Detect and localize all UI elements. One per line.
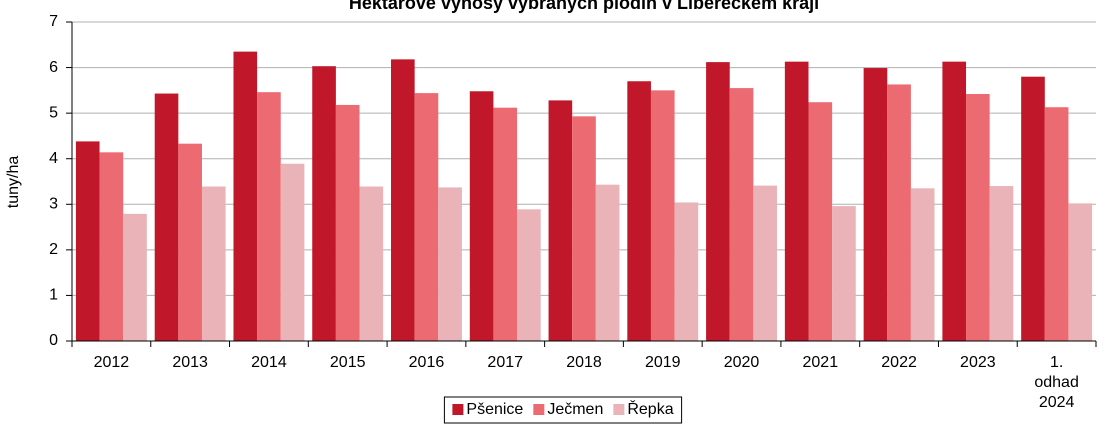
bar [75, 141, 100, 341]
y-tick-label: 7 [49, 13, 58, 30]
chart-title: Hektarové výnosy vybraných plodin v Libe… [349, 0, 819, 13]
bar [627, 81, 651, 341]
bar [469, 91, 494, 341]
bar [414, 93, 439, 341]
y-tick-label: 2 [49, 241, 58, 258]
x-tick-label: 2015 [330, 354, 366, 371]
bar [863, 68, 888, 341]
bar [257, 92, 281, 342]
y-tick-label: 4 [49, 150, 58, 167]
bar [942, 61, 967, 341]
y-axis-label: tuny/ha [5, 156, 22, 209]
bar [178, 143, 202, 341]
bar [706, 62, 730, 342]
bar [753, 185, 777, 341]
x-tick-label: 2023 [960, 354, 996, 371]
bar [1044, 107, 1069, 342]
x-tick-label: 2018 [566, 354, 602, 371]
legend-swatch [452, 404, 464, 415]
y-tick-label: 3 [49, 196, 58, 213]
y-tick-label: 5 [49, 104, 58, 121]
bar [123, 213, 147, 341]
legend-swatch [613, 404, 625, 415]
bar [808, 102, 833, 341]
bar [595, 184, 620, 341]
bar [99, 152, 124, 341]
x-tick-label: 2020 [724, 354, 760, 371]
y-tick-label: 6 [49, 59, 58, 76]
bar [201, 186, 226, 341]
x-tick-label: 2022 [881, 354, 917, 371]
legend-label: Ječmen [547, 401, 603, 418]
bar [966, 94, 990, 341]
bar [1021, 76, 1045, 341]
x-tick-label: 1. odhad 2024 [1034, 354, 1079, 411]
bar [910, 188, 935, 341]
bar [359, 186, 384, 341]
bar [312, 66, 336, 341]
legend: Pšenice Ječmen Řepka [443, 396, 683, 424]
x-tick-label: 2017 [487, 354, 523, 371]
bar [887, 84, 911, 341]
bar [832, 206, 856, 341]
bar [154, 93, 179, 341]
legend-label: Řepka [627, 399, 673, 418]
x-tick-label: 2019 [645, 354, 681, 371]
bar [280, 163, 305, 341]
bar [438, 187, 462, 341]
legend-label: Pšenice [466, 401, 523, 418]
bar [233, 51, 258, 341]
legend-swatch [533, 404, 545, 415]
x-tick-label: 2013 [172, 354, 208, 371]
bar [729, 88, 754, 341]
x-tick-label: 2012 [94, 354, 130, 371]
bar [493, 107, 518, 341]
x-tick-label: 2016 [409, 354, 445, 371]
bar [548, 100, 573, 341]
bar [391, 59, 415, 342]
bar [650, 90, 675, 341]
legend-box [443, 396, 683, 424]
bar [517, 209, 541, 341]
bar [989, 186, 1014, 341]
bar [335, 104, 360, 341]
bar [674, 202, 699, 341]
x-tick-label: 2014 [251, 354, 287, 371]
bar [784, 61, 809, 341]
bar [1068, 203, 1093, 341]
bar [572, 116, 596, 341]
y-tick-label: 0 [49, 332, 58, 349]
x-tick-label: 2021 [803, 354, 839, 371]
y-tick-label: 1 [49, 287, 58, 304]
